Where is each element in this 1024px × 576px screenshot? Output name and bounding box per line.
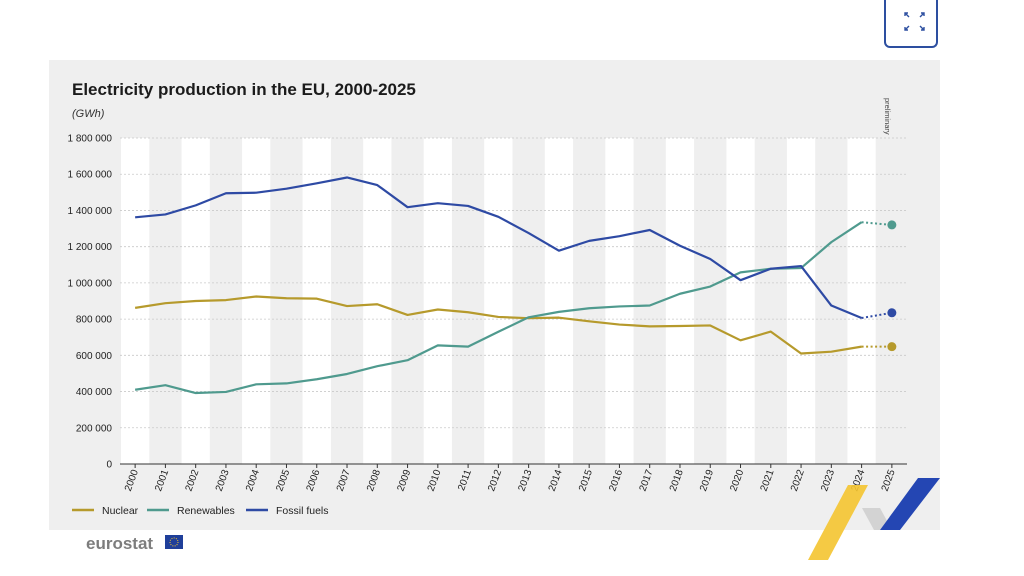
x-tick-label: 2002 [184, 468, 202, 493]
x-tick-label: 2016 [607, 468, 625, 493]
x-tick-label: 2022 [789, 468, 807, 493]
y-tick-label: 200 000 [76, 423, 113, 434]
legend-label: Renewables [177, 505, 235, 517]
x-tick-label: 2019 [698, 468, 716, 493]
x-axis: 2000 2001 2002 2003 2004 2005 2006 2007 2008 2009… [120, 463, 907, 493]
year-band [665, 138, 695, 464]
y-tick-label: 600 000 [76, 351, 113, 362]
y-tick-label: 1 800 000 [68, 134, 113, 145]
series-layer [134, 176, 897, 395]
eu-stars-icon [169, 537, 179, 547]
x-tick-label: 2008 [365, 468, 383, 493]
y-axis: 0 200 000 400 000 600 000 800 000 1 000 000 1 … [68, 134, 113, 471]
series-end-marker [887, 220, 897, 230]
x-tick-label: 2025 [880, 468, 898, 493]
year-band [484, 138, 513, 464]
y-tick-label: 1 200 000 [68, 242, 113, 253]
x-tick-label: 2020 [728, 468, 746, 493]
x-tick-label: 2023 [819, 468, 837, 493]
eu-flag-icon [165, 535, 183, 549]
series-preliminary-segment [861, 311, 893, 320]
x-tick-label: 2018 [668, 468, 686, 493]
year-band [786, 138, 816, 464]
x-tick-label: 2000 [123, 468, 141, 493]
expand-button[interactable] [884, 0, 938, 48]
legend: Nuclear Renewables Fossil fuels [72, 505, 329, 517]
x-tick-label: 2009 [395, 468, 413, 493]
series-line [134, 221, 863, 395]
x-tick-label: 2006 [305, 468, 323, 493]
eurostat-logo: eurostat [86, 534, 183, 553]
legend-label: Nuclear [102, 505, 139, 517]
year-band [605, 138, 634, 464]
chart-title: Electricity production in the EU, 2000-2… [72, 80, 416, 99]
x-tick-label: 2021 [759, 468, 777, 493]
year-band [121, 138, 150, 464]
year-band [363, 138, 392, 464]
y-tick-label: 400 000 [76, 387, 113, 398]
series-end-marker [887, 342, 897, 352]
x-tick-label: 2007 [335, 468, 353, 493]
chart-unit: (GWh) [72, 108, 105, 120]
legend-label: Fossil fuels [276, 505, 329, 517]
yellow-stripe-shape [808, 485, 868, 560]
year-band [847, 138, 876, 464]
y-tick-label: 1 400 000 [68, 206, 113, 217]
preliminary-note: preliminary [883, 98, 892, 135]
series-end-marker [887, 308, 897, 318]
x-tick-label: 2001 [153, 468, 171, 493]
x-tick-label: 2011 [456, 468, 474, 492]
x-tick-label: 2004 [244, 468, 262, 493]
decorative-stripes [808, 478, 940, 560]
gridlines [120, 137, 907, 429]
y-tick-label: 800 000 [76, 315, 113, 326]
year-band [544, 138, 574, 464]
x-tick-label: 2005 [274, 468, 292, 493]
x-tick-label: 2003 [214, 468, 232, 493]
series-preliminary-segment [861, 221, 892, 226]
x-tick-label: 2012 [486, 468, 504, 493]
year-bands [121, 138, 876, 464]
series-line [134, 295, 862, 355]
year-band [242, 138, 271, 464]
expand-icon [904, 12, 925, 31]
x-tick-label: 2014 [547, 468, 565, 493]
year-band [726, 138, 755, 464]
x-tick-label: 2013 [517, 468, 535, 493]
series-line [135, 176, 863, 320]
eurostat-wordmark: eurostat [86, 534, 153, 553]
x-tick-label: 2010 [426, 468, 444, 493]
y-tick-label: 0 [106, 460, 112, 471]
year-band [423, 138, 452, 464]
x-tick-label: 2015 [577, 468, 595, 493]
y-tick-label: 1 600 000 [68, 170, 113, 181]
blue-stripe-shape [880, 478, 940, 530]
x-tick-label: 2017 [638, 468, 656, 493]
y-tick-label: 1 000 000 [68, 278, 113, 289]
